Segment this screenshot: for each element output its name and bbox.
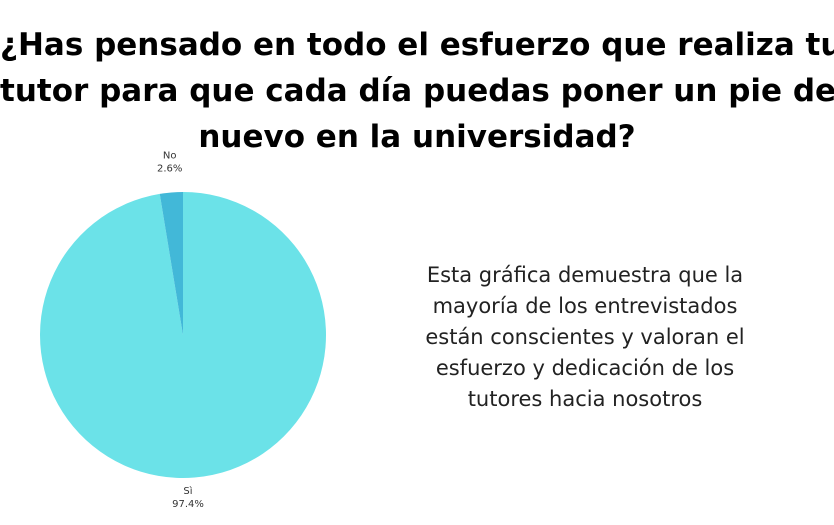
chart-description: Esta gráfica demuestra que la mayoría de… bbox=[405, 260, 765, 415]
description-line-5: tutores hacia nosotros bbox=[467, 387, 703, 411]
description-line-4: esfuerzo y dedicación de los bbox=[435, 356, 735, 380]
pie-slices bbox=[40, 192, 327, 478]
description-line-3: están conscientes y valoran el bbox=[425, 325, 745, 349]
pie-label-percent: 2.6% bbox=[157, 164, 182, 175]
pie-label-name: No bbox=[163, 151, 177, 162]
title-line-1: ¿Has pensado en todo el esfuerzo que rea… bbox=[0, 27, 834, 63]
title-line-2: tutor para que cada día puedas poner un … bbox=[0, 73, 834, 109]
pie-chart-svg: Sì 97.4% No 2.6% bbox=[40, 151, 327, 510]
chart-title: ¿Has pensado en todo el esfuerzo que rea… bbox=[0, 22, 834, 160]
description-line-1: Esta gráfica demuestra que la bbox=[426, 263, 744, 287]
pie-label-name: Sì bbox=[183, 485, 192, 497]
pie-slice-s- bbox=[40, 192, 327, 478]
pie-chart: Sì 97.4% No 2.6% bbox=[0, 150, 380, 521]
pie-slice-no bbox=[159, 192, 183, 335]
description-line-2: mayoría de los entrevistados bbox=[432, 294, 738, 318]
pie-label-percent: 97.4% bbox=[172, 499, 204, 510]
title-line-3: nuevo en la universidad? bbox=[198, 119, 636, 155]
pie-labels: Sì 97.4% No 2.6% bbox=[157, 151, 204, 510]
